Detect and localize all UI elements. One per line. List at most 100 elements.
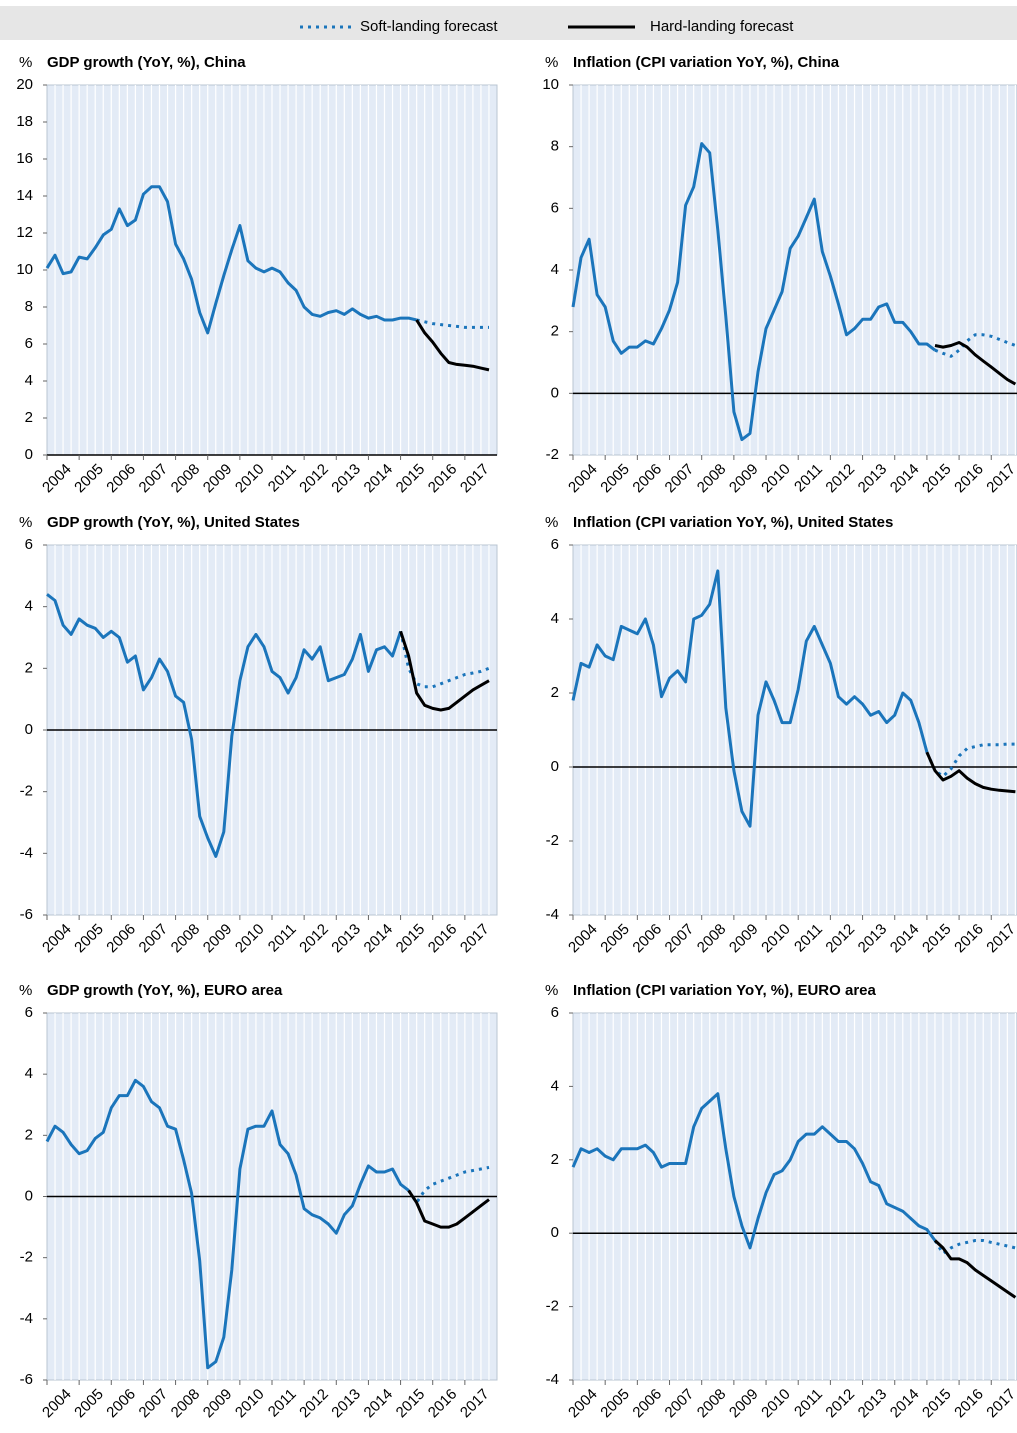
y-tick-label: 18 (16, 113, 33, 130)
series-line (46, 593, 403, 858)
x-tick-label: 2009 (726, 921, 762, 957)
y-tick-label: 6 (551, 536, 559, 553)
x-tick-label: 2016 (425, 921, 461, 957)
legend-label-soft: Soft-landing forecast (360, 18, 498, 35)
y-tick-label: 0 (551, 1224, 559, 1241)
x-tick-label: 2005 (597, 461, 633, 497)
x-tick-label: 2005 (597, 1386, 633, 1422)
y-tick-label: 4 (551, 261, 559, 278)
x-tick-label: 2013 (328, 921, 364, 957)
y-tick-label: 6 (25, 1004, 33, 1021)
y-tick-label: 0 (25, 721, 33, 738)
x-tick-label: 2014 (361, 1386, 397, 1422)
x-tick-label: 2004 (39, 461, 75, 497)
y-tick-label: 4 (25, 372, 33, 389)
x-tick-label: 2017 (457, 1386, 493, 1422)
x-tick-label: 2016 (951, 1386, 987, 1422)
x-tick-label: 2017 (457, 461, 493, 497)
x-tick-label: 2016 (425, 461, 461, 497)
x-tick-label: 2013 (328, 1386, 364, 1422)
x-tick-label: 2011 (265, 921, 300, 956)
chart-title: Inflation (CPI variation YoY, %), United… (573, 514, 893, 531)
y-tick-label: 4 (25, 598, 33, 615)
series-line (934, 341, 1017, 386)
chart-title: Inflation (CPI variation YoY, %), China (573, 54, 840, 71)
plot-area (572, 84, 1017, 456)
chart-title: GDP growth (YoY, %), United States (47, 514, 300, 531)
x-tick-label: 2007 (662, 461, 698, 497)
x-tick-label: 2017 (983, 461, 1017, 497)
y-tick-label: 2 (551, 684, 559, 701)
x-tick-label: 2007 (662, 1386, 698, 1422)
series-line (399, 630, 490, 712)
series-line (571, 142, 936, 442)
y-tick-label: 12 (16, 224, 33, 241)
x-tick-label: 2010 (232, 461, 268, 497)
x-tick-label: 2009 (726, 461, 762, 497)
series-line (571, 569, 929, 828)
y-tick-label: 6 (25, 536, 33, 553)
y-tick-label: -6 (20, 1371, 33, 1388)
y-tick-label: -4 (546, 906, 559, 923)
y-tick-label: -4 (20, 1310, 33, 1327)
plot-area (572, 1012, 1017, 1381)
x-tick-label: 2010 (758, 1386, 794, 1422)
y-tick-label: -4 (20, 844, 33, 861)
x-tick-label: 2014 (361, 461, 397, 497)
y-tick-label: 6 (551, 199, 559, 216)
x-tick-label: 2005 (71, 461, 107, 497)
x-tick-label: 2014 (361, 921, 397, 957)
series-line (407, 1189, 490, 1229)
y-tick-label: 6 (25, 335, 33, 352)
x-tick-label: 2013 (328, 461, 364, 497)
y-tick-label: 0 (25, 446, 33, 463)
chart-title: GDP growth (YoY, %), China (47, 54, 246, 71)
series-line (415, 319, 490, 372)
x-tick-label: 2008 (168, 921, 204, 957)
x-tick-label: 2007 (662, 921, 698, 957)
x-tick-label: 2015 (393, 461, 429, 497)
x-tick-label: 2006 (103, 921, 139, 957)
series-line (933, 1239, 1017, 1299)
y-tick-label: 4 (551, 1077, 559, 1094)
x-tick-label: 2010 (232, 1386, 268, 1422)
x-tick-label: 2012 (296, 461, 332, 497)
y-tick-label: -2 (546, 446, 559, 463)
y-unit: % (545, 514, 558, 531)
x-tick-label: 2012 (822, 1386, 858, 1422)
x-tick-label: 2006 (103, 1386, 139, 1422)
plot-area (572, 544, 1017, 916)
x-tick-label: 2007 (136, 921, 172, 957)
y-tick-label: 8 (551, 138, 559, 155)
x-tick-label: 2006 (629, 461, 665, 497)
x-tick-label: 2010 (758, 921, 794, 957)
y-tick-label: 16 (16, 150, 33, 167)
x-tick-label: 2008 (168, 461, 204, 497)
x-tick-label: 2012 (296, 921, 332, 957)
x-tick-label: 2013 (855, 921, 891, 957)
chart-title: Inflation (CPI variation YoY, %), EURO a… (573, 982, 876, 999)
x-tick-label: 2014 (887, 461, 923, 497)
y-tick-label: 0 (551, 384, 559, 401)
y-tick-label: 0 (25, 1187, 33, 1204)
x-tick-label: 2015 (393, 1386, 429, 1422)
x-tick-label: 2004 (565, 1386, 601, 1422)
y-unit: % (545, 982, 558, 999)
x-tick-label: 2011 (791, 1386, 826, 1421)
y-unit: % (19, 514, 32, 531)
series-line (571, 1092, 937, 1250)
x-tick-label: 2006 (629, 1386, 665, 1422)
series-line (407, 1165, 490, 1205)
x-tick-label: 2009 (200, 461, 236, 497)
y-tick-label: 20 (16, 76, 33, 93)
x-tick-label: 2008 (694, 461, 730, 497)
x-tick-label: 2017 (983, 1386, 1017, 1422)
y-tick-label: 6 (551, 1004, 559, 1021)
x-tick-label: 2015 (393, 921, 429, 957)
x-tick-label: 2005 (597, 921, 633, 957)
x-tick-label: 2007 (136, 1386, 172, 1422)
y-unit: % (545, 54, 558, 71)
x-tick-label: 2005 (71, 1386, 107, 1422)
